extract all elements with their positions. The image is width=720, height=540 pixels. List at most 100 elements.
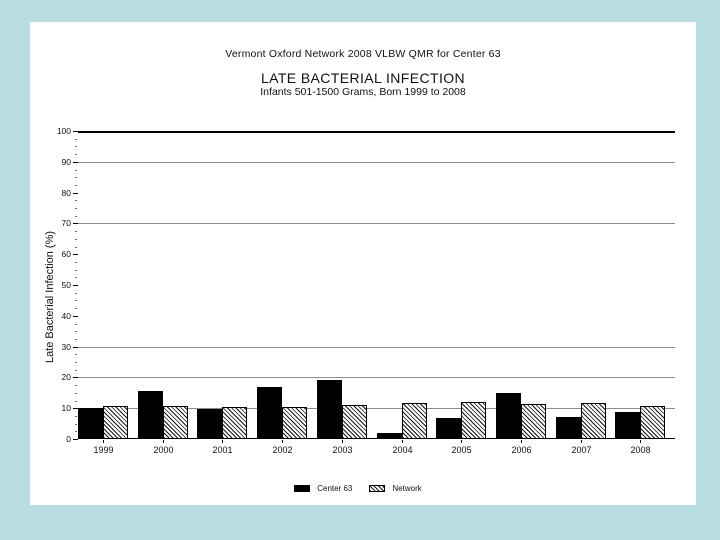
bar-center63-2005 <box>436 418 461 439</box>
x-axis-label-2000: 2000 <box>153 445 174 455</box>
y-axis-tick-90 <box>73 162 78 163</box>
y-axis-minor-tick <box>75 247 77 248</box>
y-axis-minor-tick <box>75 300 77 301</box>
x-axis-tick-2002 <box>282 440 283 443</box>
x-axis-tick-2007 <box>581 440 582 443</box>
y-axis-minor-tick <box>75 262 77 263</box>
bar-network-2008 <box>640 406 665 439</box>
y-axis-minor-tick <box>75 370 77 371</box>
x-axis-label-1999: 1999 <box>93 445 114 455</box>
y-axis-minor-tick <box>75 324 77 325</box>
bar-center63-2004 <box>377 433 402 439</box>
y-axis-minor-tick <box>75 393 77 394</box>
chart-subtitle: Infants 501-1500 Grams, Born 1999 to 200… <box>260 86 466 98</box>
y-axis-minor-tick <box>75 362 77 363</box>
y-axis-tick-label-10: 10 <box>61 403 71 413</box>
y-axis-tick-label-50: 50 <box>61 280 71 290</box>
y-axis-minor-tick <box>75 139 77 140</box>
bar-center63-2007 <box>556 417 581 439</box>
y-axis-tick-60 <box>73 254 78 255</box>
x-axis-tick-2005 <box>461 440 462 443</box>
bar-center63-2002 <box>257 387 282 439</box>
bar-network-2004 <box>402 403 427 439</box>
bar-center63-2008 <box>615 412 640 439</box>
bar-network-2007 <box>581 403 606 439</box>
y-axis-tick-label-40: 40 <box>61 311 71 321</box>
y-axis-minor-tick <box>75 170 77 171</box>
x-axis-label-2005: 2005 <box>451 445 472 455</box>
plot-top-border <box>78 131 675 133</box>
y-axis-minor-tick <box>75 401 77 402</box>
y-axis-minor-tick <box>75 154 77 155</box>
y-axis-minor-tick <box>75 339 77 340</box>
y-axis-minor-tick <box>75 208 77 209</box>
y-axis-minor-tick <box>75 270 77 271</box>
y-axis-tick-70 <box>73 223 78 224</box>
y-axis-minor-tick <box>75 424 77 425</box>
bar-center63-2000 <box>138 391 163 439</box>
y-axis-tick-label-70: 70 <box>61 218 71 228</box>
bar-center63-2006 <box>496 393 521 439</box>
chart-title: LATE BACTERIAL INFECTION <box>260 70 466 86</box>
x-axis-line <box>78 438 675 439</box>
y-axis-minor-tick <box>75 216 77 217</box>
y-axis-minor-tick <box>75 239 77 240</box>
bar-network-2005 <box>461 402 486 439</box>
y-axis-tick-10 <box>73 408 78 409</box>
y-axis-minor-tick <box>75 200 77 201</box>
y-axis-minor-tick <box>75 331 77 332</box>
y-axis-tick-label-0: 0 <box>66 434 71 444</box>
legend-swatch-center63 <box>294 485 311 492</box>
bar-center63-1999 <box>78 408 103 439</box>
x-axis-tick-2004 <box>402 440 403 443</box>
bar-network-2006 <box>521 404 546 439</box>
bar-network-1999 <box>103 406 128 439</box>
y-axis-tick-100 <box>73 131 78 132</box>
x-axis-tick-2008 <box>640 440 641 443</box>
x-axis-label-2008: 2008 <box>630 445 651 455</box>
y-axis-tick-label-80: 80 <box>61 188 71 198</box>
x-axis-label-2006: 2006 <box>511 445 532 455</box>
x-axis-tick-2006 <box>521 440 522 443</box>
bar-network-2000 <box>163 406 188 439</box>
bar-center63-2001 <box>197 409 222 439</box>
x-axis-label-2001: 2001 <box>212 445 233 455</box>
bar-network-2003 <box>342 405 367 439</box>
y-axis-minor-tick <box>75 431 77 432</box>
y-axis-minor-tick <box>75 416 77 417</box>
slide: Vermont Oxford Network 2008 VLBW QMR for… <box>30 22 696 505</box>
x-axis-tick-2003 <box>342 440 343 443</box>
report-title: Vermont Oxford Network 2008 VLBW QMR for… <box>225 48 501 60</box>
y-axis-minor-tick <box>75 354 77 355</box>
gridline-90 <box>78 162 675 163</box>
gridline-10 <box>78 408 675 409</box>
y-axis-minor-tick <box>75 146 77 147</box>
legend-swatch-network <box>369 485 386 492</box>
x-axis-label-2004: 2004 <box>392 445 413 455</box>
y-axis-minor-tick <box>75 385 77 386</box>
plot-area <box>78 131 675 439</box>
y-axis-tick-label-20: 20 <box>61 372 71 382</box>
x-axis-tick-2001 <box>222 440 223 443</box>
bar-network-2001 <box>222 407 247 439</box>
gridline-20 <box>78 377 675 378</box>
x-axis-tick-1999 <box>103 440 104 443</box>
y-axis-tick-40 <box>73 316 78 317</box>
y-axis-tick-20 <box>73 377 78 378</box>
y-axis-minor-tick <box>75 293 77 294</box>
y-axis-tick-0 <box>73 439 78 440</box>
y-axis-tick-label-100: 100 <box>56 126 71 136</box>
y-axis-tick-label-90: 90 <box>61 157 71 167</box>
legend: Center 63 Network <box>30 484 696 493</box>
y-axis-tick-label-30: 30 <box>61 342 71 352</box>
bar-network-2002 <box>282 407 307 439</box>
y-axis-tick-50 <box>73 285 78 286</box>
legend-label-network: Network <box>392 484 422 493</box>
y-axis-minor-tick <box>75 308 77 309</box>
x-axis-label-2007: 2007 <box>571 445 592 455</box>
gridline-30 <box>78 347 675 348</box>
y-axis-tick-label-60: 60 <box>61 249 71 259</box>
y-axis-tick-80 <box>73 193 78 194</box>
y-axis-minor-tick <box>75 231 77 232</box>
